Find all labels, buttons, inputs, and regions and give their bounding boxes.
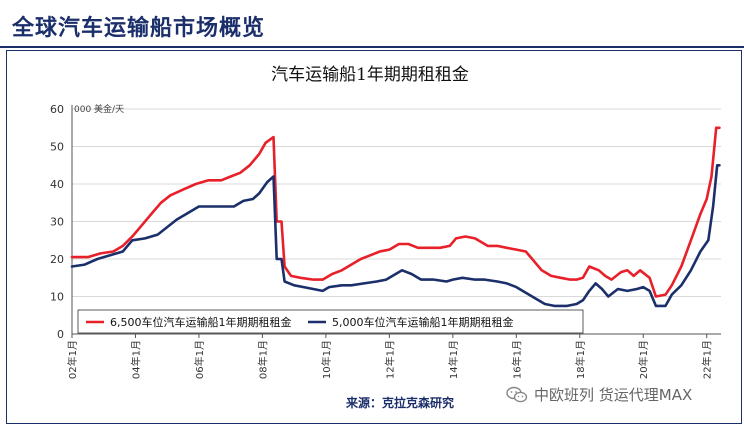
x-tick-label: 16年1月 (510, 340, 523, 379)
y-tick-label: 30 (50, 216, 64, 229)
title-divider (0, 46, 744, 48)
x-tick-label: 02年1月 (66, 340, 79, 379)
x-tick-label: 10年1月 (320, 340, 333, 379)
x-tick-label: 04年1月 (129, 340, 142, 379)
legend-box (77, 309, 584, 334)
series-lines (70, 126, 721, 308)
x-tick-label: 12年1月 (383, 340, 396, 379)
series-line-5000 (70, 164, 721, 308)
legend: 6,500车位汽车运输船1年期期租租金 5,000车位汽车运输船1年期期租租金 (77, 309, 584, 334)
watermark: 中欧班列 货运代理MAX (506, 384, 692, 405)
x-tick-label: 08年1月 (256, 340, 269, 379)
axes: 0 10 20 30 40 50 60 02年1月 04年1月 06年1月 08年1月 10年1月 12… (50, 103, 721, 379)
y-tick-label: 50 (50, 141, 64, 154)
grid-lines (72, 108, 721, 297)
wechat-icon (506, 386, 528, 404)
y-tick-label: 20 (50, 253, 64, 266)
x-tick-label: 22年1月 (701, 340, 714, 379)
chart-title: 汽车运输船1年期期租租金 (271, 65, 469, 85)
watermark-text: 中欧班列 货运代理MAX (534, 386, 693, 404)
page-title: 全球汽车运输船市场概览 (12, 16, 266, 41)
y-axis-unit-label: 000 美金/天 (74, 103, 124, 115)
chart-panel (6, 50, 742, 424)
x-tick-label: 18年1月 (574, 340, 587, 379)
y-tick-label: 0 (57, 328, 64, 341)
legend-label-6500: 6,500车位汽车运输船1年期期租租金 (110, 315, 292, 329)
legend-label-5000: 5,000车位汽车运输船1年期期租租金 (332, 315, 514, 329)
x-tick-label: 20年1月 (637, 340, 650, 379)
x-tick-label: 14年1月 (447, 340, 460, 379)
source-note: 来源：克拉克森研究 (345, 395, 454, 410)
y-tick-label: 10 (50, 291, 64, 304)
x-tick-label: 06年1月 (193, 340, 206, 379)
y-tick-label: 60 (50, 103, 64, 116)
y-tick-label: 40 (50, 178, 64, 191)
series-line-6500 (70, 126, 721, 298)
